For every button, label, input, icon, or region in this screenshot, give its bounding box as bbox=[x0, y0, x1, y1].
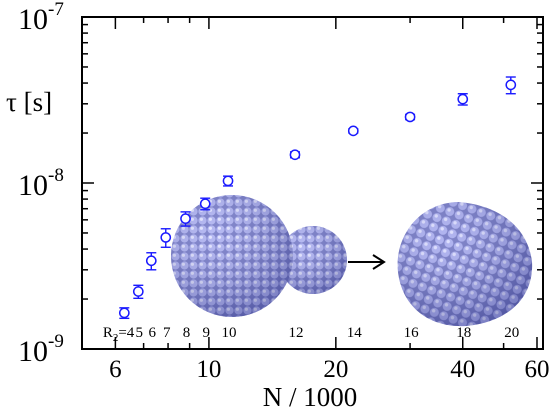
x-tick-label: 10 bbox=[196, 356, 221, 383]
data-point bbox=[145, 252, 157, 271]
r2-label: 6 bbox=[149, 325, 157, 341]
r2-label: 10 bbox=[222, 325, 237, 341]
large-particle bbox=[171, 195, 293, 317]
r2-label: 9 bbox=[202, 325, 210, 341]
data-point bbox=[347, 125, 359, 137]
arrow-icon bbox=[348, 254, 386, 270]
point-marker bbox=[289, 149, 301, 161]
point-marker bbox=[222, 175, 234, 187]
r2-label: R2=4 bbox=[103, 325, 135, 344]
point-marker bbox=[457, 93, 469, 105]
y-axis-label: τ [s] bbox=[6, 87, 52, 117]
y-tick-labels: 10-9 10-8 10-7 bbox=[18, 0, 64, 368]
r2-label: 16 bbox=[404, 325, 420, 341]
data-point bbox=[118, 307, 130, 320]
point-marker bbox=[145, 255, 157, 267]
x-tick-label: 20 bbox=[323, 356, 348, 383]
data-point bbox=[222, 175, 234, 187]
data-point bbox=[180, 211, 191, 227]
point-marker bbox=[180, 213, 191, 224]
small-particle bbox=[279, 226, 347, 294]
point-marker bbox=[199, 198, 211, 210]
r2-labels: R2=4 5 6 7 8 9 10 12 14 16 18 20 bbox=[103, 325, 519, 344]
data-point bbox=[404, 111, 416, 123]
data-point bbox=[289, 149, 301, 161]
x-tick-labels: 6 10 20 40 60 bbox=[109, 356, 549, 383]
r2-label: 5 bbox=[136, 325, 144, 341]
r2-label: 14 bbox=[347, 325, 363, 341]
data-point bbox=[505, 76, 517, 95]
merged-particle bbox=[397, 202, 533, 327]
x-tick-label: 40 bbox=[450, 356, 475, 383]
data-point bbox=[132, 284, 144, 300]
data-point bbox=[160, 228, 172, 248]
r2-label: 8 bbox=[183, 325, 191, 341]
r2-label: 7 bbox=[163, 325, 171, 341]
r2-label: 12 bbox=[288, 325, 303, 341]
point-marker bbox=[404, 111, 416, 123]
y-tick-label: 10-7 bbox=[18, 0, 64, 36]
y-tick-label: 10-9 bbox=[18, 331, 64, 368]
point-marker bbox=[132, 286, 144, 297]
r2-label: 18 bbox=[456, 325, 471, 341]
y-tick-label: 10-8 bbox=[18, 165, 64, 202]
point-marker bbox=[118, 307, 130, 319]
sintering-inset bbox=[171, 195, 533, 327]
data-point bbox=[457, 93, 469, 106]
x-tick-label: 6 bbox=[109, 356, 122, 383]
x-axis-label: N / 1000 bbox=[263, 382, 358, 412]
point-marker bbox=[505, 79, 517, 91]
data-points bbox=[118, 76, 517, 320]
axis-ticks bbox=[81, 17, 543, 350]
x-tick-label: 60 bbox=[524, 356, 549, 383]
point-marker bbox=[160, 232, 172, 243]
r2-label: 20 bbox=[504, 325, 519, 341]
data-point bbox=[199, 197, 211, 211]
point-marker bbox=[347, 125, 359, 137]
